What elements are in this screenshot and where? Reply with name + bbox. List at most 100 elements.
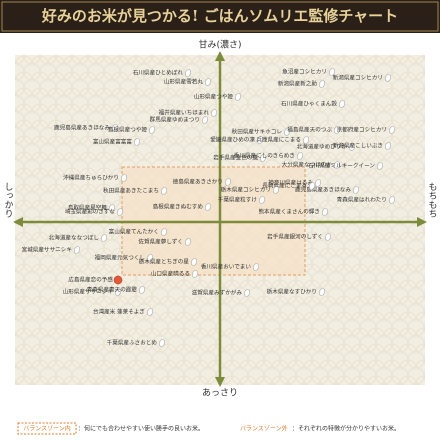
item-label: 兵庫県産にこまる [256,136,301,144]
rice-grain [108,204,116,212]
rice-grain [314,179,322,187]
title: 好みのお米が見つかる! ごはんソムリエ監修チャート [41,7,398,25]
item-label: 熊本県産くまさんの輝き [258,208,320,216]
legend-outside-text: ：それぞれの特徴が分かりやすいお米。 [292,425,400,433]
rice-grain [324,233,332,241]
item-label: 北海道産ななつぼし [49,234,100,242]
item-label: 新潟県産こしいぶき [333,142,383,150]
item-label: 石川県産ひとめぼれ [133,69,184,77]
rice-grain [259,154,267,162]
item-label: 富山県産富富富 [93,138,133,146]
item-label: 魚沼産コシヒカリ [282,68,327,76]
rice-grain [73,246,81,254]
rice-grain [146,254,154,262]
rice-grain [190,258,198,266]
rice-grain [158,339,166,347]
item-label: 山形県産ササニシキ [63,288,114,296]
rice-grain [243,289,251,297]
rice-grain [258,196,266,204]
rice-grain [296,152,304,160]
item-label: 京都府産コシヒカリ [337,126,387,134]
rice-grain [388,196,396,204]
rice-grain [100,234,108,242]
item-label: 佐賀県産夢しずく [138,238,183,246]
rice-grain [302,136,310,144]
item-label: 香川県産おいでまい [201,263,252,271]
item-label: 千葉県産粒すけ [218,196,258,204]
legend-inside-text: ：何にでも合わせやすい使い勝手の良いお米。 [78,425,204,433]
item-label: 群馬県産ゆめまつり [150,116,200,124]
item-label: 山形県産雪若丸 [164,78,204,86]
axis-bottom: あっさり [202,388,238,399]
rice-grain [116,208,124,216]
item-label: 福井県産いちほまれ [159,109,210,117]
rice-grain [384,74,392,82]
item-label: 青森県産はれわたり [337,196,387,204]
item-label: 福岡県産元気つくし [95,254,146,262]
item-label: 徳島県産あきさかり [173,178,223,186]
item-label: 長崎県産にこまる [262,182,307,190]
item-label: 沖縄県産ちゅらひかり [63,174,119,182]
rice-grain [272,186,280,194]
rice-grain [333,161,341,169]
rice-grain [321,208,329,216]
item-label: 石川県産ミルキークイーン [308,162,375,170]
rice-grain [201,116,209,124]
rice-grain [338,100,346,108]
rice-grain [328,68,336,76]
rice-grain [146,308,154,316]
item-label: 栃木県産なすひかり [267,288,317,296]
item-label: 鹿児島県産あきほなみ [295,186,351,194]
rice-grain [352,186,360,194]
item-label: 山形県産つや姫 [194,93,234,101]
item-label: 埼玉県産彩のきずな [65,208,116,216]
item-label: 新潟県産コシヒカリ [333,74,383,82]
rice-grain [318,288,326,296]
rice-grain [224,178,232,186]
item-label: 石川県産ひゃくまん穀 [281,100,337,108]
rice-grain [318,80,326,88]
rice-grain [283,128,291,136]
rice-grain [111,124,119,132]
rice-grain [376,162,384,170]
rice-grain [114,288,122,296]
rice-grain [113,275,123,285]
item-label: 秋田県産あきたこまち [103,187,159,195]
item-label: 栃木県産コシヒカリ [221,186,271,194]
rice-grain [160,228,168,236]
item-label: 台湾産米 蓬莱そよぎ [93,308,146,316]
item-label: 岩手県産金色の風 [213,154,258,162]
rice-grain [252,263,260,271]
item-label: 愛媛県産ひめの凜 [210,136,255,144]
item-label: 島根県産つや姫 [108,126,148,134]
title-banner [0,0,440,33]
item-label: 神奈川県産はるみ [268,179,313,187]
item-label: 岩手県産銀河のしずく [267,233,323,241]
axis-left: しっかり [3,182,14,218]
rice-grain [348,143,356,151]
item-label: 島根県産きぬむすめ [153,203,204,211]
rice-grain [234,93,242,101]
rice-grain [308,182,316,190]
rice-grain [256,136,264,144]
legend-outside-tag: バランスゾーン外 [240,425,288,433]
item-label: 鹿児島県産あきほなみ [54,124,110,132]
item-label: 鳥取県産星空舞 [68,204,108,212]
item-label: 宮城県産ササニシキ [22,246,73,254]
axis-right: もちもち [427,182,438,218]
rice-grain [333,126,341,134]
item-label: 千葉県産ふさおとめ [107,339,158,347]
rice-grain [204,203,212,211]
item-label: 福島県産天のつぶ [287,126,332,134]
rice-grain [184,69,192,77]
rice-grain [148,126,156,134]
rice-grain [384,142,392,150]
rice-grain [160,187,168,195]
legend-inside-box [17,422,77,435]
item-label: 北海道産ゆめぴりか [297,143,348,151]
rice-grain [120,174,128,182]
axis-top: 甘み(濃さ) [198,39,241,51]
rice-grain [133,138,141,146]
